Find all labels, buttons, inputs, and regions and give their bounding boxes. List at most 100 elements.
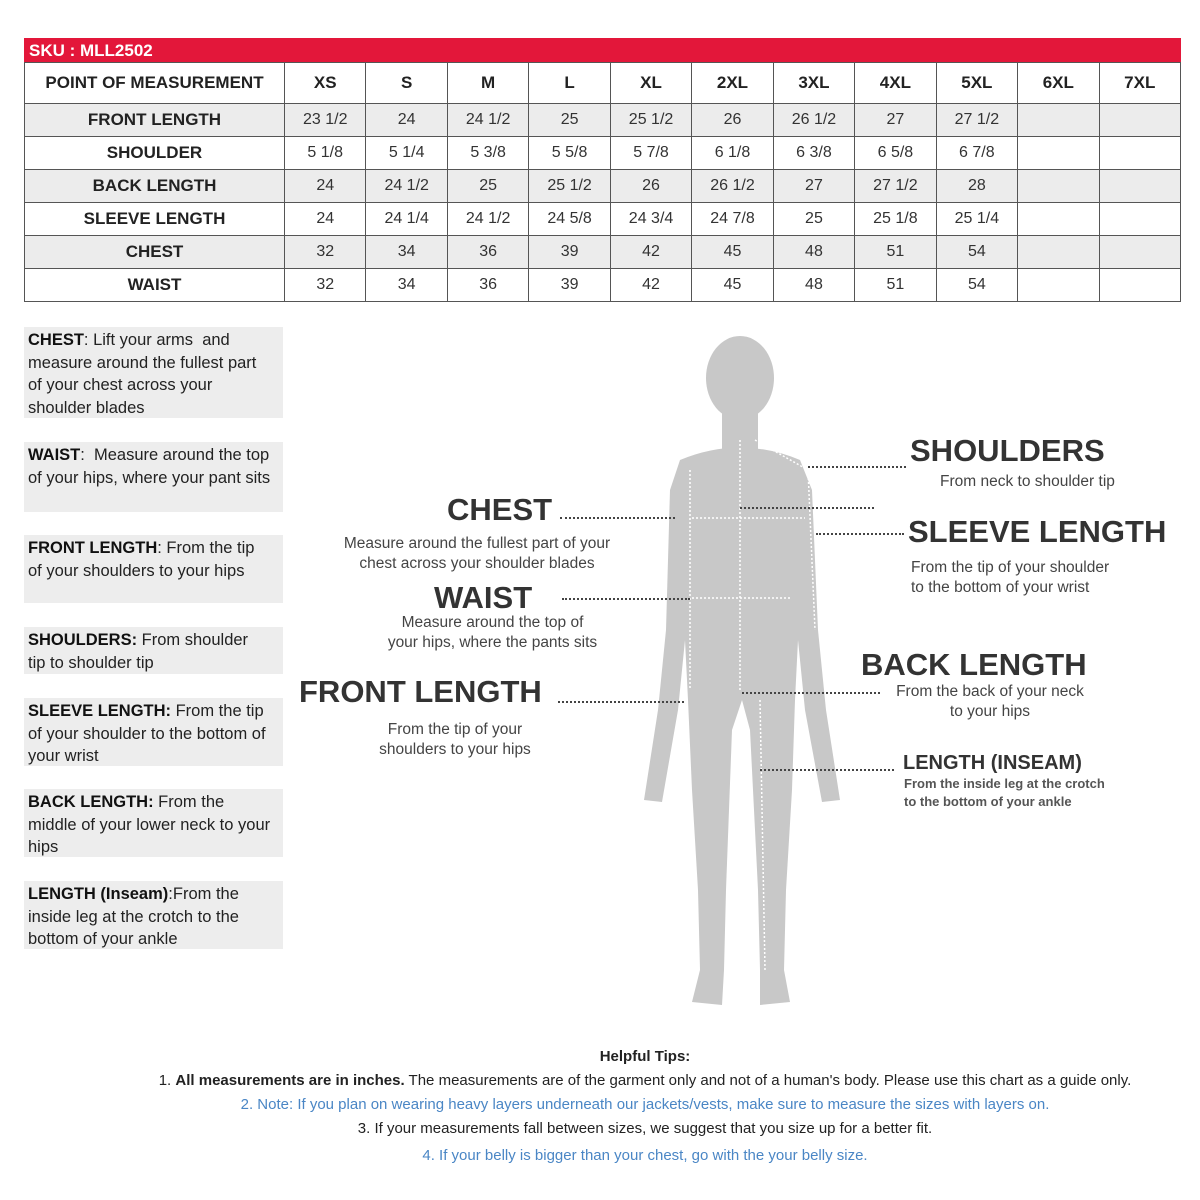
waist-desc: Measure around the top of your hips, whe… (387, 614, 598, 651)
tip-3: 3. If your measurements fall between siz… (357, 1120, 933, 1137)
table-header-row: POINT OF MEASUREMENT XS S M L XL 2XL 3XL 4XL 5XL 6… (24, 62, 1182, 104)
measurement-value: 42 (609, 235, 693, 269)
waist-title: WAIST (434, 580, 533, 615)
front-length-desc: From the tip of your shoulders to your h… (379, 721, 531, 758)
tip-2: 2. Note: If you plan on wearing heavy la… (240, 1096, 1050, 1113)
chest-leader (560, 517, 675, 519)
table-row: SHOULDER 5 1/8 5 1/4 5 3/8 5 5/8 5 7/8 6 1/8 6 … (24, 136, 1182, 170)
chest-back-leader (740, 507, 874, 509)
tips-title: Helpful Tips: (599, 1048, 691, 1065)
chest-title: CHEST (447, 492, 553, 527)
measurement-value: 24 5/8 (528, 202, 611, 236)
inseam-desc: From the inside leg at the crotch to the… (904, 776, 1105, 809)
measurement-value (1017, 235, 1100, 269)
measurement-value: 54 (935, 235, 1019, 269)
measurement-value: 24 1/4 (365, 202, 448, 236)
guide-text: From the tip of your shoulder to the bot… (28, 702, 266, 765)
measurement-value: 45 (691, 268, 774, 302)
size-chart-table: POINT OF MEASUREMENT XS S M L XL 2XL 3XL 4XL 5XL 6… (24, 62, 1182, 302)
measurement-value (1017, 202, 1100, 236)
measurement-value (1098, 103, 1182, 137)
table-row: FRONT LENGTH 23 1/2 24 24 1/2 25 25 1/2 26 26 1… (24, 103, 1182, 137)
measurement-value: 51 (854, 268, 937, 302)
table-row: WAIST 32 34 36 39 42 45 48 51 54 (24, 268, 1182, 302)
measurement-value: 27 (772, 169, 856, 203)
measurement-value: 5 1/8 (283, 136, 367, 170)
sleeve-leader (816, 533, 904, 535)
guide-text: From shoulder tip to shoulder tip (28, 631, 249, 672)
measurement-value (1017, 169, 1100, 203)
measurement-value: 28 (935, 169, 1019, 203)
measurement-value: 24 (283, 169, 367, 203)
measurement-value: 34 (365, 235, 448, 269)
measurement-label: WAIST (24, 268, 285, 302)
measurement-value: 54 (935, 268, 1019, 302)
measurement-value (1098, 268, 1182, 302)
guide-box: SHOULDERS: From shoulder tip to shoulder… (24, 627, 283, 674)
measurement-value: 48 (772, 268, 856, 302)
guide-text: : Measure around the top of your hips, w… (28, 446, 271, 487)
guide-box: BACK LENGTH: From the middle of your low… (24, 789, 283, 857)
guide-box: SLEEVE LENGTH: From the tip of your shou… (24, 698, 283, 766)
measurement-value: 26 1/2 (691, 169, 774, 203)
measurement-value: 6 7/8 (935, 136, 1019, 170)
size-header: 5XL (935, 62, 1019, 104)
measurement-value: 24 (283, 202, 367, 236)
shoulders-leader (808, 466, 906, 468)
tip-1-num: 1. (158, 1072, 176, 1089)
guide-box: FRONT LENGTH: From the tip of your shoul… (24, 535, 283, 603)
pom-header: POINT OF MEASUREMENT (24, 62, 285, 104)
measurement-value: 48 (772, 235, 856, 269)
measurement-value: 51 (854, 235, 937, 269)
measurement-value: 24 3/4 (609, 202, 693, 236)
measurement-value: 24 1/2 (446, 202, 530, 236)
size-header: 4XL (854, 62, 937, 104)
measurement-value: 5 7/8 (609, 136, 693, 170)
size-header: 6XL (1017, 62, 1100, 104)
measurement-value: 36 (446, 268, 530, 302)
measurement-value: 26 (609, 169, 693, 203)
measurement-value (1017, 268, 1100, 302)
guide-term: FRONT LENGTH (28, 539, 158, 557)
measurement-value: 25 (772, 202, 856, 236)
size-header: S (365, 62, 448, 104)
tip-1: 1. All measurements are in inches. The m… (0, 1072, 1200, 1089)
guide-term: BACK LENGTH: (28, 793, 154, 811)
measurement-value: 42 (609, 268, 693, 302)
table-row: SLEEVE LENGTH 24 24 1/4 24 1/2 24 5/8 24 3/4 2… (24, 202, 1182, 236)
tip-1-bold: All measurements are in inches. (175, 1072, 405, 1089)
size-header: 7XL (1098, 62, 1182, 104)
measurement-value: 36 (446, 235, 530, 269)
measurement-value: 25 1/4 (935, 202, 1019, 236)
measurement-value: 24 (365, 103, 448, 137)
measurement-value (1098, 202, 1182, 236)
chest-desc: Measure around the fullest part of your … (343, 535, 611, 572)
front-length-title: FRONT LENGTH (299, 674, 542, 709)
guide-text: : From the tip of your shoulders to your… (28, 539, 255, 580)
waist-leader (562, 598, 690, 600)
measurement-value (1098, 235, 1182, 269)
guide-term: CHEST (28, 331, 84, 349)
measurement-value (1017, 103, 1100, 137)
measurement-value: 25 (446, 169, 530, 203)
measurement-value: 6 3/8 (772, 136, 856, 170)
measurement-value: 27 (854, 103, 937, 137)
guide-text: : Lift your arms and measure around the … (28, 331, 257, 417)
measurement-value: 6 1/8 (691, 136, 774, 170)
measurement-value (1098, 136, 1182, 170)
table-row: BACK LENGTH 24 24 1/2 25 25 1/2 26 26 1/2 27 27 … (24, 169, 1182, 203)
measurement-label: CHEST (24, 235, 285, 269)
size-header: XS (283, 62, 367, 104)
measurement-value: 26 1/2 (772, 103, 856, 137)
size-header: L (528, 62, 611, 104)
inseam-leader (760, 769, 894, 771)
measurement-value: 45 (691, 235, 774, 269)
measurement-value: 27 1/2 (854, 169, 937, 203)
measurement-value: 32 (283, 268, 367, 302)
measurement-label: BACK LENGTH (24, 169, 285, 203)
measurement-value: 34 (365, 268, 448, 302)
measurement-value: 23 1/2 (283, 103, 367, 137)
guide-text: From the middle of your lower neck to yo… (28, 793, 271, 856)
measurement-value: 39 (528, 268, 611, 302)
tip-1-text: The measurements are of the garment only… (404, 1072, 1132, 1089)
